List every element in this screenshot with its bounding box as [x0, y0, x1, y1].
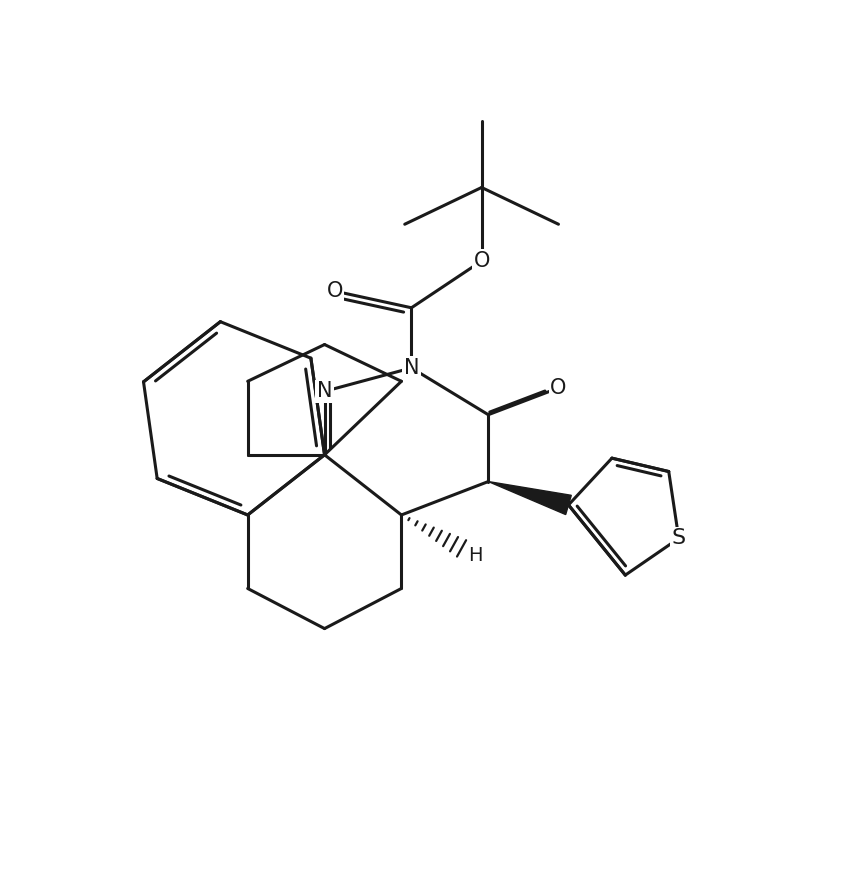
Text: N: N: [404, 358, 419, 378]
Text: O: O: [326, 281, 343, 301]
Text: N: N: [317, 382, 332, 401]
Text: H: H: [468, 545, 483, 565]
Text: O: O: [473, 251, 490, 271]
Text: O: O: [550, 378, 567, 398]
Text: S: S: [672, 528, 686, 548]
Polygon shape: [489, 482, 571, 515]
